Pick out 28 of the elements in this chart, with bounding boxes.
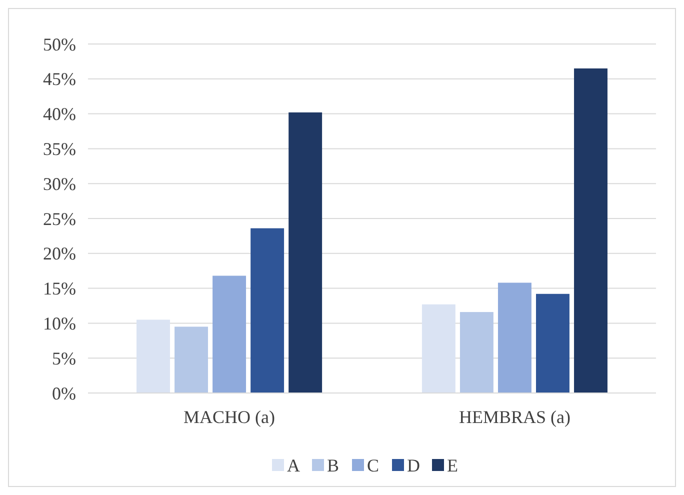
y-tick-label: 0%	[52, 383, 76, 404]
y-tick-label: 40%	[43, 104, 76, 124]
bar	[288, 112, 322, 393]
legend-label: D	[407, 455, 420, 476]
x-tick-label: HEMBRAS (a)	[458, 407, 570, 427]
legend-label: E	[447, 455, 458, 476]
bar	[574, 68, 608, 393]
y-tick-label: 20%	[43, 244, 76, 264]
bar	[536, 294, 570, 393]
y-tick-label: 25%	[43, 208, 76, 229]
x-tick-label: MACHO (a)	[184, 407, 276, 427]
bar	[250, 228, 284, 393]
bar	[422, 304, 456, 393]
bar	[498, 282, 532, 393]
legend-label: C	[367, 455, 380, 476]
bar	[212, 276, 246, 393]
y-tick-label: 35%	[43, 139, 76, 159]
legend-label: B	[327, 455, 340, 476]
legend-label: A	[287, 455, 300, 476]
y-tick-label: 10%	[43, 314, 76, 334]
y-tick-label: 15%	[43, 278, 76, 299]
y-tick-label: 30%	[43, 174, 76, 194]
bar	[136, 320, 170, 393]
y-tick-label: 50%	[43, 34, 76, 54]
y-tick-label: 5%	[52, 348, 76, 368]
y-tick-label: 45%	[43, 69, 76, 90]
bar	[174, 326, 208, 393]
bar	[460, 312, 494, 393]
